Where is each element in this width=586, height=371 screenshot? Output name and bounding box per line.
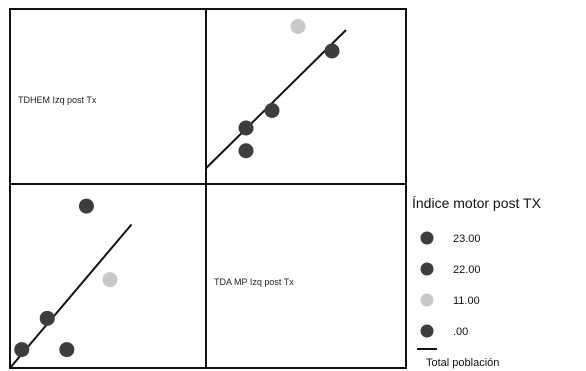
scatter-panel-top-right	[205, 19, 347, 169]
diagonal-label-tdhem: TDHEM Izq post Tx	[18, 95, 97, 105]
legend: Índice motor post TX 23.00 22.00 11.00 .…	[412, 195, 542, 369]
legend-label-total: Total población	[426, 357, 499, 369]
fit-line	[9, 223, 133, 369]
legend-title: Índice motor post TX	[412, 195, 542, 211]
data-point	[78, 198, 94, 214]
matrix-frame	[9, 8, 407, 369]
legend-label-22: 22.00	[453, 264, 481, 276]
fit-line	[205, 29, 347, 169]
data-point	[59, 342, 75, 358]
data-point	[238, 143, 254, 159]
legend-label-00: .00	[453, 326, 468, 338]
data-point	[324, 43, 340, 59]
diagonal-label-tda-mp: TDA MP Izq post Tx	[214, 277, 294, 287]
scatter-panel-bottom-left	[9, 198, 133, 369]
data-point	[238, 120, 254, 136]
data-point	[290, 19, 306, 34]
data-point	[264, 103, 280, 118]
matrix-grid	[9, 8, 407, 369]
legend-marker-00	[420, 324, 434, 338]
legend-label-23: 23.00	[453, 233, 481, 245]
legend-label-11: 11.00	[453, 295, 480, 307]
legend-marker-11	[420, 293, 434, 307]
data-point	[39, 310, 55, 326]
legend-marker-23	[420, 231, 434, 245]
data-point	[102, 272, 118, 288]
legend-marker-22	[420, 262, 434, 276]
data-point	[14, 342, 30, 358]
